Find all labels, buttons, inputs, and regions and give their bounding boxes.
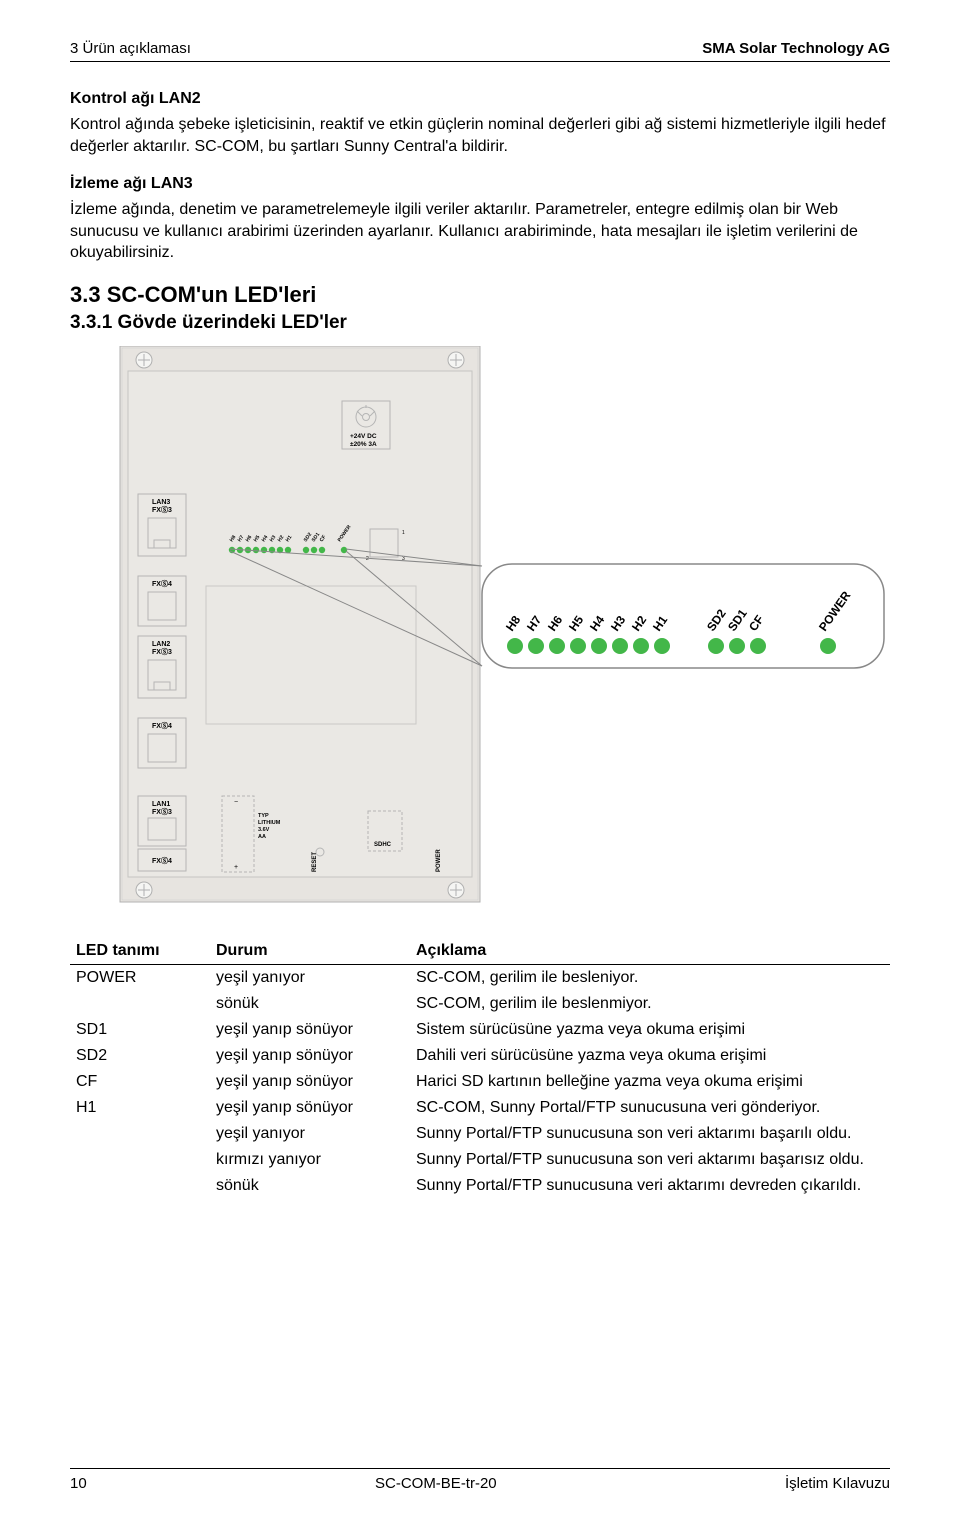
screw-top-left bbox=[136, 352, 152, 368]
fx4-1-block: FXⓈ4 bbox=[138, 576, 186, 626]
power-bottom-label: POWER bbox=[436, 849, 442, 872]
table-row: sönükSC-COM, gerilim ile beslenmiyor. bbox=[70, 991, 890, 1017]
lan3-block: LAN3 FXⓈ3 bbox=[138, 494, 186, 556]
svg-text:FXⓈ4: FXⓈ4 bbox=[152, 721, 172, 730]
heading-3-3-1: 3.3.1 Gövde üzerindeki LED'ler bbox=[70, 312, 890, 334]
heading-3-3: 3.3 SC-COM'un LED'leri bbox=[70, 282, 890, 308]
lan2-title: Kontrol ağı LAN2 bbox=[70, 90, 890, 108]
svg-text:FXⓈ3: FXⓈ3 bbox=[152, 505, 172, 514]
fx4-3-block: FXⓈ4 bbox=[138, 849, 186, 871]
svg-text:3.6V: 3.6V bbox=[258, 827, 270, 833]
power-label-top: +24V DC bbox=[350, 433, 377, 440]
table-row: POWERyeşil yanıyorSC-COM, gerilim ile be… bbox=[70, 964, 890, 991]
header-right: SMA Solar Technology AG bbox=[702, 40, 890, 57]
svg-text:FXⓈ4: FXⓈ4 bbox=[152, 856, 172, 865]
diagram-svg: +24V DC ±20% 3A LAN3 FXⓈ3 FXⓈ4 LAN2 bbox=[70, 346, 890, 906]
svg-text:RESET: RESET bbox=[312, 852, 318, 872]
table-row: yeşil yanıyorSunny Portal/FTP sunucusuna… bbox=[70, 1121, 890, 1147]
th-aciklama: Açıklama bbox=[410, 936, 890, 965]
header-left: 3 Ürün açıklaması bbox=[70, 40, 191, 57]
lan3-text: İzleme ağında, denetim ve parametrelemey… bbox=[70, 199, 890, 264]
footer-code: SC-COM-BE-tr-20 bbox=[375, 1475, 497, 1492]
callout-bubble: H8 H7 H6 H5 H4 H3 H2 H1 SD2 SD1 CF POWER bbox=[482, 564, 884, 668]
table-row: kırmızı yanıyorSunny Portal/FTP sunucusu… bbox=[70, 1147, 890, 1173]
svg-text:FXⓈ3: FXⓈ3 bbox=[152, 647, 172, 656]
svg-text:LITHIUM: LITHIUM bbox=[258, 820, 281, 826]
led-diagram: +24V DC ±20% 3A LAN3 FXⓈ3 FXⓈ4 LAN2 bbox=[70, 346, 890, 906]
svg-text:SDHC: SDHC bbox=[374, 842, 392, 848]
lan1-block: LAN1 FXⓈ3 bbox=[138, 796, 186, 846]
th-durum: Durum bbox=[210, 936, 410, 965]
header-rule bbox=[70, 61, 890, 62]
svg-text:−: − bbox=[234, 799, 238, 806]
lcd-area bbox=[206, 586, 416, 724]
table-row: H1yeşil yanıp sönüyorSC-COM, Sunny Porta… bbox=[70, 1095, 890, 1121]
table-row: SD1yeşil yanıp sönüyorSistem sürücüsüne … bbox=[70, 1017, 890, 1043]
lan2-text: Kontrol ağında şebeke işleticisinin, rea… bbox=[70, 114, 890, 157]
svg-text:FXⓈ4: FXⓈ4 bbox=[152, 579, 172, 588]
th-led: LED tanımı bbox=[70, 936, 210, 965]
power-label-bottom: ±20% 3A bbox=[350, 441, 377, 448]
svg-text:1: 1 bbox=[402, 530, 405, 536]
screw-bottom-right bbox=[448, 882, 464, 898]
lan2-block: LAN2 FXⓈ3 bbox=[138, 636, 186, 698]
fx4-2-block: FXⓈ4 bbox=[138, 718, 186, 768]
led-table: LED tanımı Durum Açıklama POWERyeşil yan… bbox=[70, 936, 890, 1199]
svg-text:AA: AA bbox=[258, 834, 266, 840]
lan3-title: İzleme ağı LAN3 bbox=[70, 175, 890, 193]
svg-text:LAN3: LAN3 bbox=[152, 499, 170, 506]
footer-title: İşletim Kılavuzu bbox=[785, 1475, 890, 1492]
footer-page: 10 bbox=[70, 1475, 87, 1492]
svg-text:+: + bbox=[234, 864, 238, 871]
table-row: CFyeşil yanıp sönüyorHarici SD kartının … bbox=[70, 1069, 890, 1095]
svg-text:LAN1: LAN1 bbox=[152, 801, 170, 808]
table-row: sönükSunny Portal/FTP sunucusuna veri ak… bbox=[70, 1173, 890, 1199]
svg-text:LAN2: LAN2 bbox=[152, 641, 170, 648]
screw-top-right bbox=[448, 352, 464, 368]
svg-text:TYP: TYP bbox=[258, 813, 269, 819]
table-row: SD2yeşil yanıp sönüyorDahili veri sürücü… bbox=[70, 1043, 890, 1069]
svg-text:2: 2 bbox=[366, 556, 369, 562]
screw-bottom-left bbox=[136, 882, 152, 898]
svg-text:FXⓈ3: FXⓈ3 bbox=[152, 807, 172, 816]
